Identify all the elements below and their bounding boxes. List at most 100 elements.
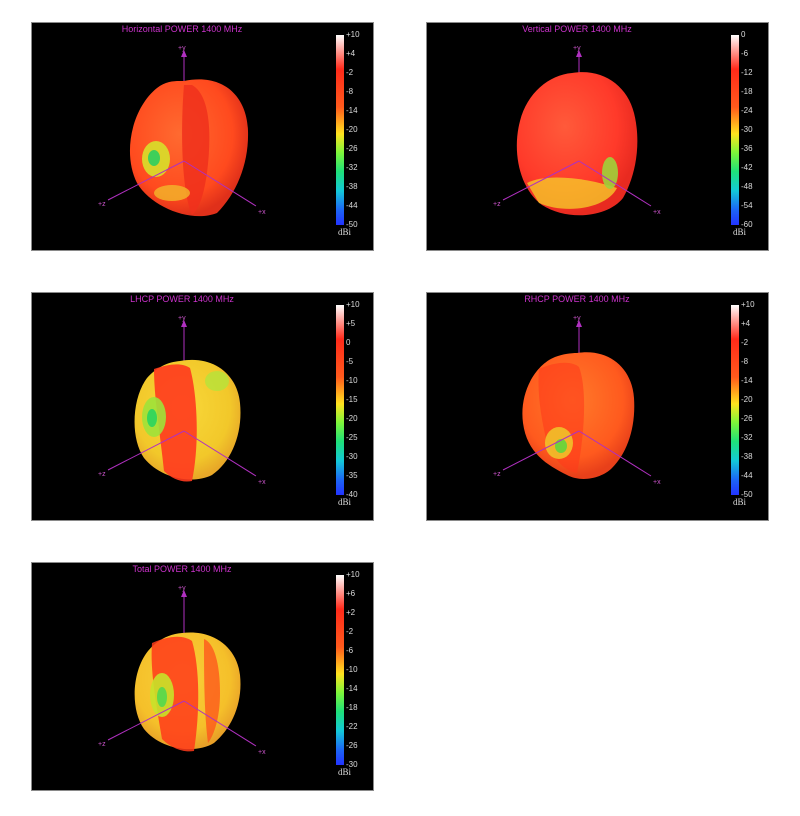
pattern-plot <box>502 50 652 216</box>
colorbar-tick: -50 <box>741 490 753 499</box>
colorbar-tick: -38 <box>741 452 753 461</box>
colorbar-unit: dBi <box>338 227 352 237</box>
axis-x-line <box>578 160 652 207</box>
axis-z-line <box>107 700 185 741</box>
pattern-patch-inner <box>602 157 618 189</box>
axis-y-arrow <box>181 590 187 597</box>
axis-x-label: +x <box>653 209 661 216</box>
pattern-patch-inner <box>147 409 157 427</box>
colorbar-tick: -36 <box>741 144 753 153</box>
colorbar-tick: -54 <box>741 201 753 210</box>
axis-x-line <box>578 430 652 477</box>
colorbar-tick: -2 <box>346 68 354 77</box>
colorbar <box>336 575 344 765</box>
colorbar-tick: -18 <box>346 703 358 712</box>
colorbar-tick: -26 <box>346 144 358 153</box>
colorbar-tick: -5 <box>346 357 354 366</box>
colorbar-tick: -10 <box>346 665 358 674</box>
colorbar-tick: -22 <box>346 722 358 731</box>
colorbar-tick: -15 <box>346 395 358 404</box>
colorbar-tick: +4 <box>741 319 751 328</box>
axis-x-label: +x <box>653 479 661 486</box>
colorbar <box>336 35 344 225</box>
colorbar-tick: +10 <box>346 30 360 39</box>
axis-x-line <box>183 700 257 747</box>
colorbar-tick: -50 <box>346 220 358 229</box>
axis-z-line <box>502 160 580 201</box>
pattern-panel-vertical: Vertical POWER 1400 MHz +y +z +x 0 -6 -1… <box>426 22 769 251</box>
panel-title: LHCP POWER 1400 MHz <box>130 294 234 304</box>
axis-z-line <box>107 160 185 201</box>
colorbar-tick: -38 <box>346 182 358 191</box>
colorbar-tick: -14 <box>741 376 753 385</box>
colorbar-tick: -32 <box>346 163 358 172</box>
axis-z-label: +z <box>98 201 106 208</box>
colorbar-tick: -20 <box>741 395 753 404</box>
colorbar-tick: -48 <box>741 182 753 191</box>
pattern-patch-right <box>205 371 229 391</box>
colorbar-tick: -35 <box>346 471 358 480</box>
axis-y-label: +y <box>573 45 581 52</box>
panel-title: Vertical POWER 1400 MHz <box>522 24 632 34</box>
colorbar-ticks: 0 -6 -12 -18 -24 -30 -36 -42 -48 -54 -60 <box>741 31 768 229</box>
colorbar-ticks: +10 +4 -2 -8 -14 -20 -26 -32 -38 -44 -50 <box>741 301 768 499</box>
colorbar-ticks: +10 +5 0 -5 -10 -15 -20 -25 -30 -35 -40 <box>346 301 373 499</box>
pattern-panel-lhcp: LHCP POWER 1400 MHz +y +z +x +10 +5 0 -5… <box>31 292 374 521</box>
pattern-plot <box>502 320 652 479</box>
colorbar-tick: -2 <box>346 627 354 636</box>
colorbar-tick: -26 <box>346 741 358 750</box>
colorbar-tick: -12 <box>741 68 753 77</box>
panel-title: Horizontal POWER 1400 MHz <box>121 24 243 34</box>
panel-title: Total POWER 1400 MHz <box>132 564 232 574</box>
axis-z-line <box>107 430 185 471</box>
colorbar-tick: +4 <box>346 49 356 58</box>
pattern-plot <box>107 320 257 482</box>
axis-x-label: +x <box>258 479 266 486</box>
colorbar-tick: -20 <box>346 414 358 423</box>
colorbar-tick: +10 <box>346 300 360 309</box>
pattern-patch-lower <box>154 185 190 201</box>
panel-title: RHCP POWER 1400 MHz <box>524 294 630 304</box>
colorbar-tick: +2 <box>346 608 356 617</box>
colorbar-tick: -8 <box>741 357 749 366</box>
colorbar-tick: -25 <box>346 433 358 442</box>
colorbar-tick: -6 <box>741 49 749 58</box>
axis-y-label: +y <box>573 315 581 322</box>
colorbar-tick: -10 <box>346 376 358 385</box>
colorbar-tick: -44 <box>346 201 358 210</box>
axis-y-label: +y <box>178 45 186 52</box>
colorbar <box>731 305 739 495</box>
axis-y-arrow <box>576 50 582 57</box>
colorbar-tick: 0 <box>346 338 351 347</box>
colorbar <box>336 305 344 495</box>
colorbar-tick: -32 <box>741 433 753 442</box>
axis-x-label: +x <box>258 209 266 216</box>
pattern-plot <box>107 590 257 752</box>
axis-x-line <box>183 160 257 207</box>
pattern-band-right <box>204 639 220 743</box>
axis-x-line <box>183 430 257 477</box>
colorbar-tick: -6 <box>346 646 354 655</box>
colorbar-tick: -8 <box>346 87 354 96</box>
colorbar-tick: -2 <box>741 338 749 347</box>
colorbar-tick: -18 <box>741 87 753 96</box>
colorbar-tick: -40 <box>346 490 358 499</box>
colorbar-tick: +6 <box>346 589 356 598</box>
axis-y-label: +y <box>178 315 186 322</box>
axis-y-arrow <box>181 50 187 57</box>
pattern-panel-total: Total POWER 1400 MHz +y +z +x +10 +6 +2 … <box>31 562 374 791</box>
colorbar-ticks: +10 +6 +2 -2 -6 -10 -14 -18 -22 -26 -30 <box>346 571 373 769</box>
colorbar-tick: -42 <box>741 163 753 172</box>
pattern-band <box>154 364 197 482</box>
colorbar-tick: -30 <box>346 452 358 461</box>
pattern-band <box>151 636 199 752</box>
colorbar-tick: -20 <box>346 125 358 134</box>
axis-z-label: +z <box>98 471 106 478</box>
colorbar-tick: +10 <box>741 300 755 309</box>
colorbar-ticks: +10 +4 -2 -8 -14 -20 -26 -32 -38 -44 -50 <box>346 31 373 229</box>
pattern-plot <box>107 50 257 217</box>
pattern-panel-rhcp: RHCP POWER 1400 MHz +y +z +x +10 +4 -2 -… <box>426 292 769 521</box>
axis-z-label: +z <box>493 201 501 208</box>
colorbar-tick: -14 <box>346 106 358 115</box>
axis-z-line <box>502 430 580 471</box>
